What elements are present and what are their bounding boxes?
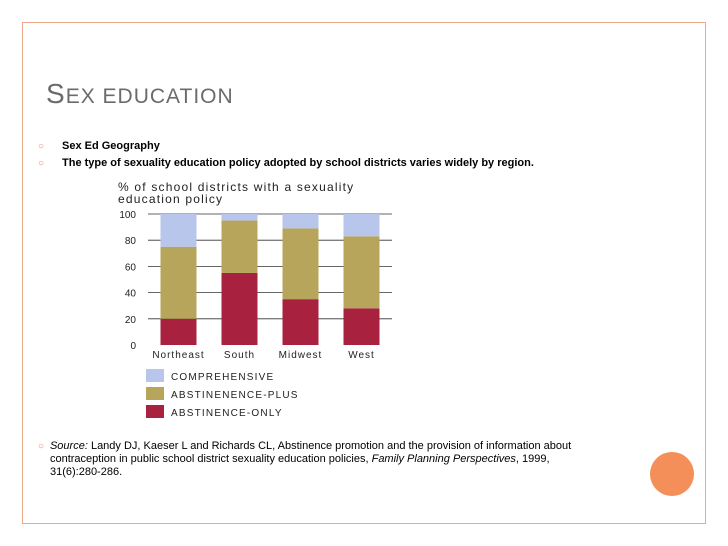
chart-title-line-2: education policy — [118, 192, 223, 206]
x-tick-label: South — [224, 350, 255, 361]
bar-segment-abstinence_plus — [221, 220, 258, 273]
legend-label: ABSTINENENCE-PLUS — [171, 390, 299, 401]
source-text: Source: Landy DJ, Kaeser L and Richards … — [50, 440, 598, 479]
legend-swatch-abstinence_only — [146, 405, 164, 418]
source-label: Source: — [49, 440, 88, 452]
x-tick-label: Northeast — [152, 350, 204, 361]
title-part-2: EDUCATION — [102, 85, 234, 108]
bullet-circle-icon: ○ — [38, 141, 45, 152]
source-volume: , 1999, 31(6):280-286. — [49, 453, 550, 478]
x-axis-labels: Northeast South Midwest West — [152, 350, 375, 361]
bar-segment-abstinence_only — [282, 299, 319, 345]
x-tick-label: West — [348, 350, 375, 361]
decorative-circle — [650, 452, 694, 496]
slide-title: SEX EDUCATION — [46, 78, 234, 110]
bar-segment-abstinence_only — [343, 308, 380, 345]
y-tick-label: 80 — [125, 236, 137, 247]
title-part-1: EX — [65, 85, 103, 108]
bullet-item-1: ○ Sex Ed Geography — [38, 140, 160, 152]
y-tick-label: 40 — [125, 289, 137, 300]
source-authors: Landy DJ, Kaeser L and Richards CL, Abst… — [49, 440, 572, 465]
source-citation: ○ Source: Landy DJ, Kaeser L and Richard… — [38, 440, 598, 479]
bar-segment-abstinence_only — [160, 318, 197, 345]
title-first-letter: S — [46, 78, 66, 109]
bar-segment-comprehensive — [282, 214, 319, 229]
legend-swatch-comprehensive — [146, 369, 164, 382]
y-axis-ticks: 0 20 40 60 80 100 — [119, 210, 136, 352]
bullet-circle-icon: ○ — [38, 441, 45, 452]
bar-segment-abstinence_plus — [343, 236, 380, 309]
slide-frame — [22, 22, 706, 524]
bar-segment-abstinence_only — [221, 272, 258, 345]
x-tick-label: Midwest — [279, 350, 323, 361]
chart-bars — [160, 214, 380, 345]
bullet-text-1: Sex Ed Geography — [62, 140, 160, 152]
bar-segment-comprehensive — [221, 214, 258, 221]
chart-title-line-1: % of school districts with a sexuality — [118, 180, 354, 194]
legend-swatch-abstinence_plus — [146, 387, 164, 400]
chart-legend: COMPREHENSIVE ABSTINENENCE-PLUS ABSTINENCE… — [146, 369, 299, 419]
bar-segment-abstinence_plus — [282, 228, 319, 300]
y-tick-label: 60 — [125, 262, 137, 273]
bullet-circle-icon: ○ — [38, 158, 45, 169]
y-tick-label: 100 — [119, 210, 136, 221]
bar-segment-abstinence_plus — [160, 246, 197, 319]
bullet-text-2: The type of sexuality education policy a… — [62, 157, 534, 169]
legend-label: ABSTINENCE-ONLY — [171, 408, 283, 419]
legend-label: COMPREHENSIVE — [171, 372, 274, 383]
bullet-item-2: ○ The type of sexuality education policy… — [38, 157, 534, 169]
y-tick-label: 0 — [130, 341, 136, 352]
bar-segment-comprehensive — [343, 214, 380, 237]
bar-segment-comprehensive — [160, 214, 197, 247]
y-tick-label: 20 — [125, 315, 137, 326]
source-journal: Family Planning Perspectives — [371, 453, 516, 465]
